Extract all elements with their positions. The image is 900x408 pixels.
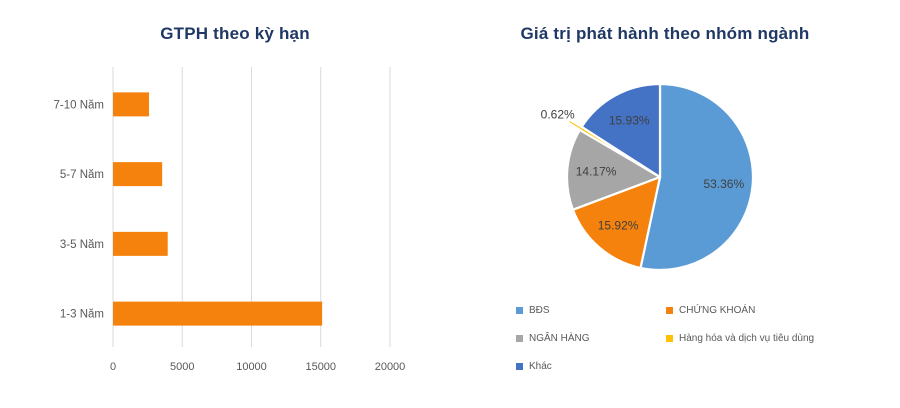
- x-tick-label: 0: [110, 361, 116, 373]
- pie-slice-b-s: [639, 82, 755, 272]
- pie-slice-ng-n-h-ng: [565, 128, 662, 211]
- bar-chart-panel: GTPH theo kỳ hạn 0 5000 10000 15000 20000 7-1…: [54, 24, 406, 373]
- legend-item-hang-hoa: Hàng hóa và dịch vụ tiêu dùng: [666, 333, 876, 344]
- x-tick-label: 15000: [305, 361, 336, 373]
- bar-1-3-n-m: [113, 301, 323, 326]
- x-tick-label: 5000: [170, 361, 194, 373]
- legend-label-hang-hoa: Hàng hóa và dịch vụ tiêu dùng: [679, 332, 815, 344]
- pie-value-label-h-ng-h-a-v-d-ch-v-ti-u-d-ng: 0.62%: [541, 107, 575, 121]
- bar-3-5-n-m: [113, 231, 168, 256]
- category-label-7-10-n-m: 7-10 Năm: [54, 99, 105, 111]
- legend-item-ngan-hang: NGÂN HÀNG: [516, 333, 666, 344]
- category-label-3-5-n-m: 3-5 Năm: [60, 239, 104, 251]
- legend-item-bds: BĐS: [516, 305, 666, 316]
- pie-chart-panel: Giá trị phát hành theo nhóm ngành 53.36%…: [450, 0, 900, 408]
- legend-label-chung-khoan: CHỨNG KHOÁN: [679, 304, 756, 316]
- category-label-1-3-n-m: 1-3 Năm: [60, 309, 104, 321]
- bar-chart-plot: 0 5000 10000 15000 20000 7-10 Năm 5-7 Năm 3-5 N…: [54, 67, 406, 373]
- x-tick-label: 20000: [375, 361, 406, 373]
- x-tick-label: 10000: [236, 361, 267, 373]
- legend-swatch-khac: [516, 362, 523, 370]
- pie-value-label-ng-n-h-ng: 14.17%: [576, 165, 617, 179]
- pie-chart-title: Giá trị phát hành theo nhóm ngành: [520, 24, 810, 43]
- pie-slice-kh-c: [580, 82, 662, 179]
- bar-7-10-n-m: [113, 92, 150, 117]
- pie-leader-line: [569, 121, 582, 130]
- pie-value-label-ch-ng-kho-n: 15.92%: [598, 219, 639, 233]
- legend-swatch-ngan-hang: [516, 334, 523, 342]
- legend-swatch-bds: [516, 306, 523, 314]
- legend-label-bds: BĐS: [529, 304, 550, 316]
- category-label-5-7-n-m: 5-7 Năm: [60, 169, 104, 181]
- bar-5-7-n-m: [113, 162, 163, 187]
- bar-chart-title: GTPH theo kỳ hạn: [160, 24, 310, 43]
- legend-label-ngan-hang: NGÂN HÀNG: [529, 332, 590, 344]
- pie-value-label-b-s: 53.36%: [703, 177, 744, 191]
- legend-swatch-hang-hoa: [666, 334, 673, 342]
- pie-legend: BĐS CHỨNG KHOÁN NGÂN HÀNG Hàng hóa và dị…: [516, 296, 876, 380]
- pie-slice-ch-ng-kho-n: [571, 175, 662, 270]
- pie-value-label-kh-c: 15.93%: [609, 114, 650, 128]
- legend-item-khac: Khác: [516, 361, 666, 372]
- legend-item-chung-khoan: CHỨNG KHOÁN: [666, 305, 876, 316]
- legend-label-khac: Khác: [529, 360, 552, 372]
- legend-swatch-chung-khoan: [666, 306, 673, 314]
- pie-chart-plot: 53.36% 15.92% 14.17% 0.62% 15.93%: [541, 82, 755, 272]
